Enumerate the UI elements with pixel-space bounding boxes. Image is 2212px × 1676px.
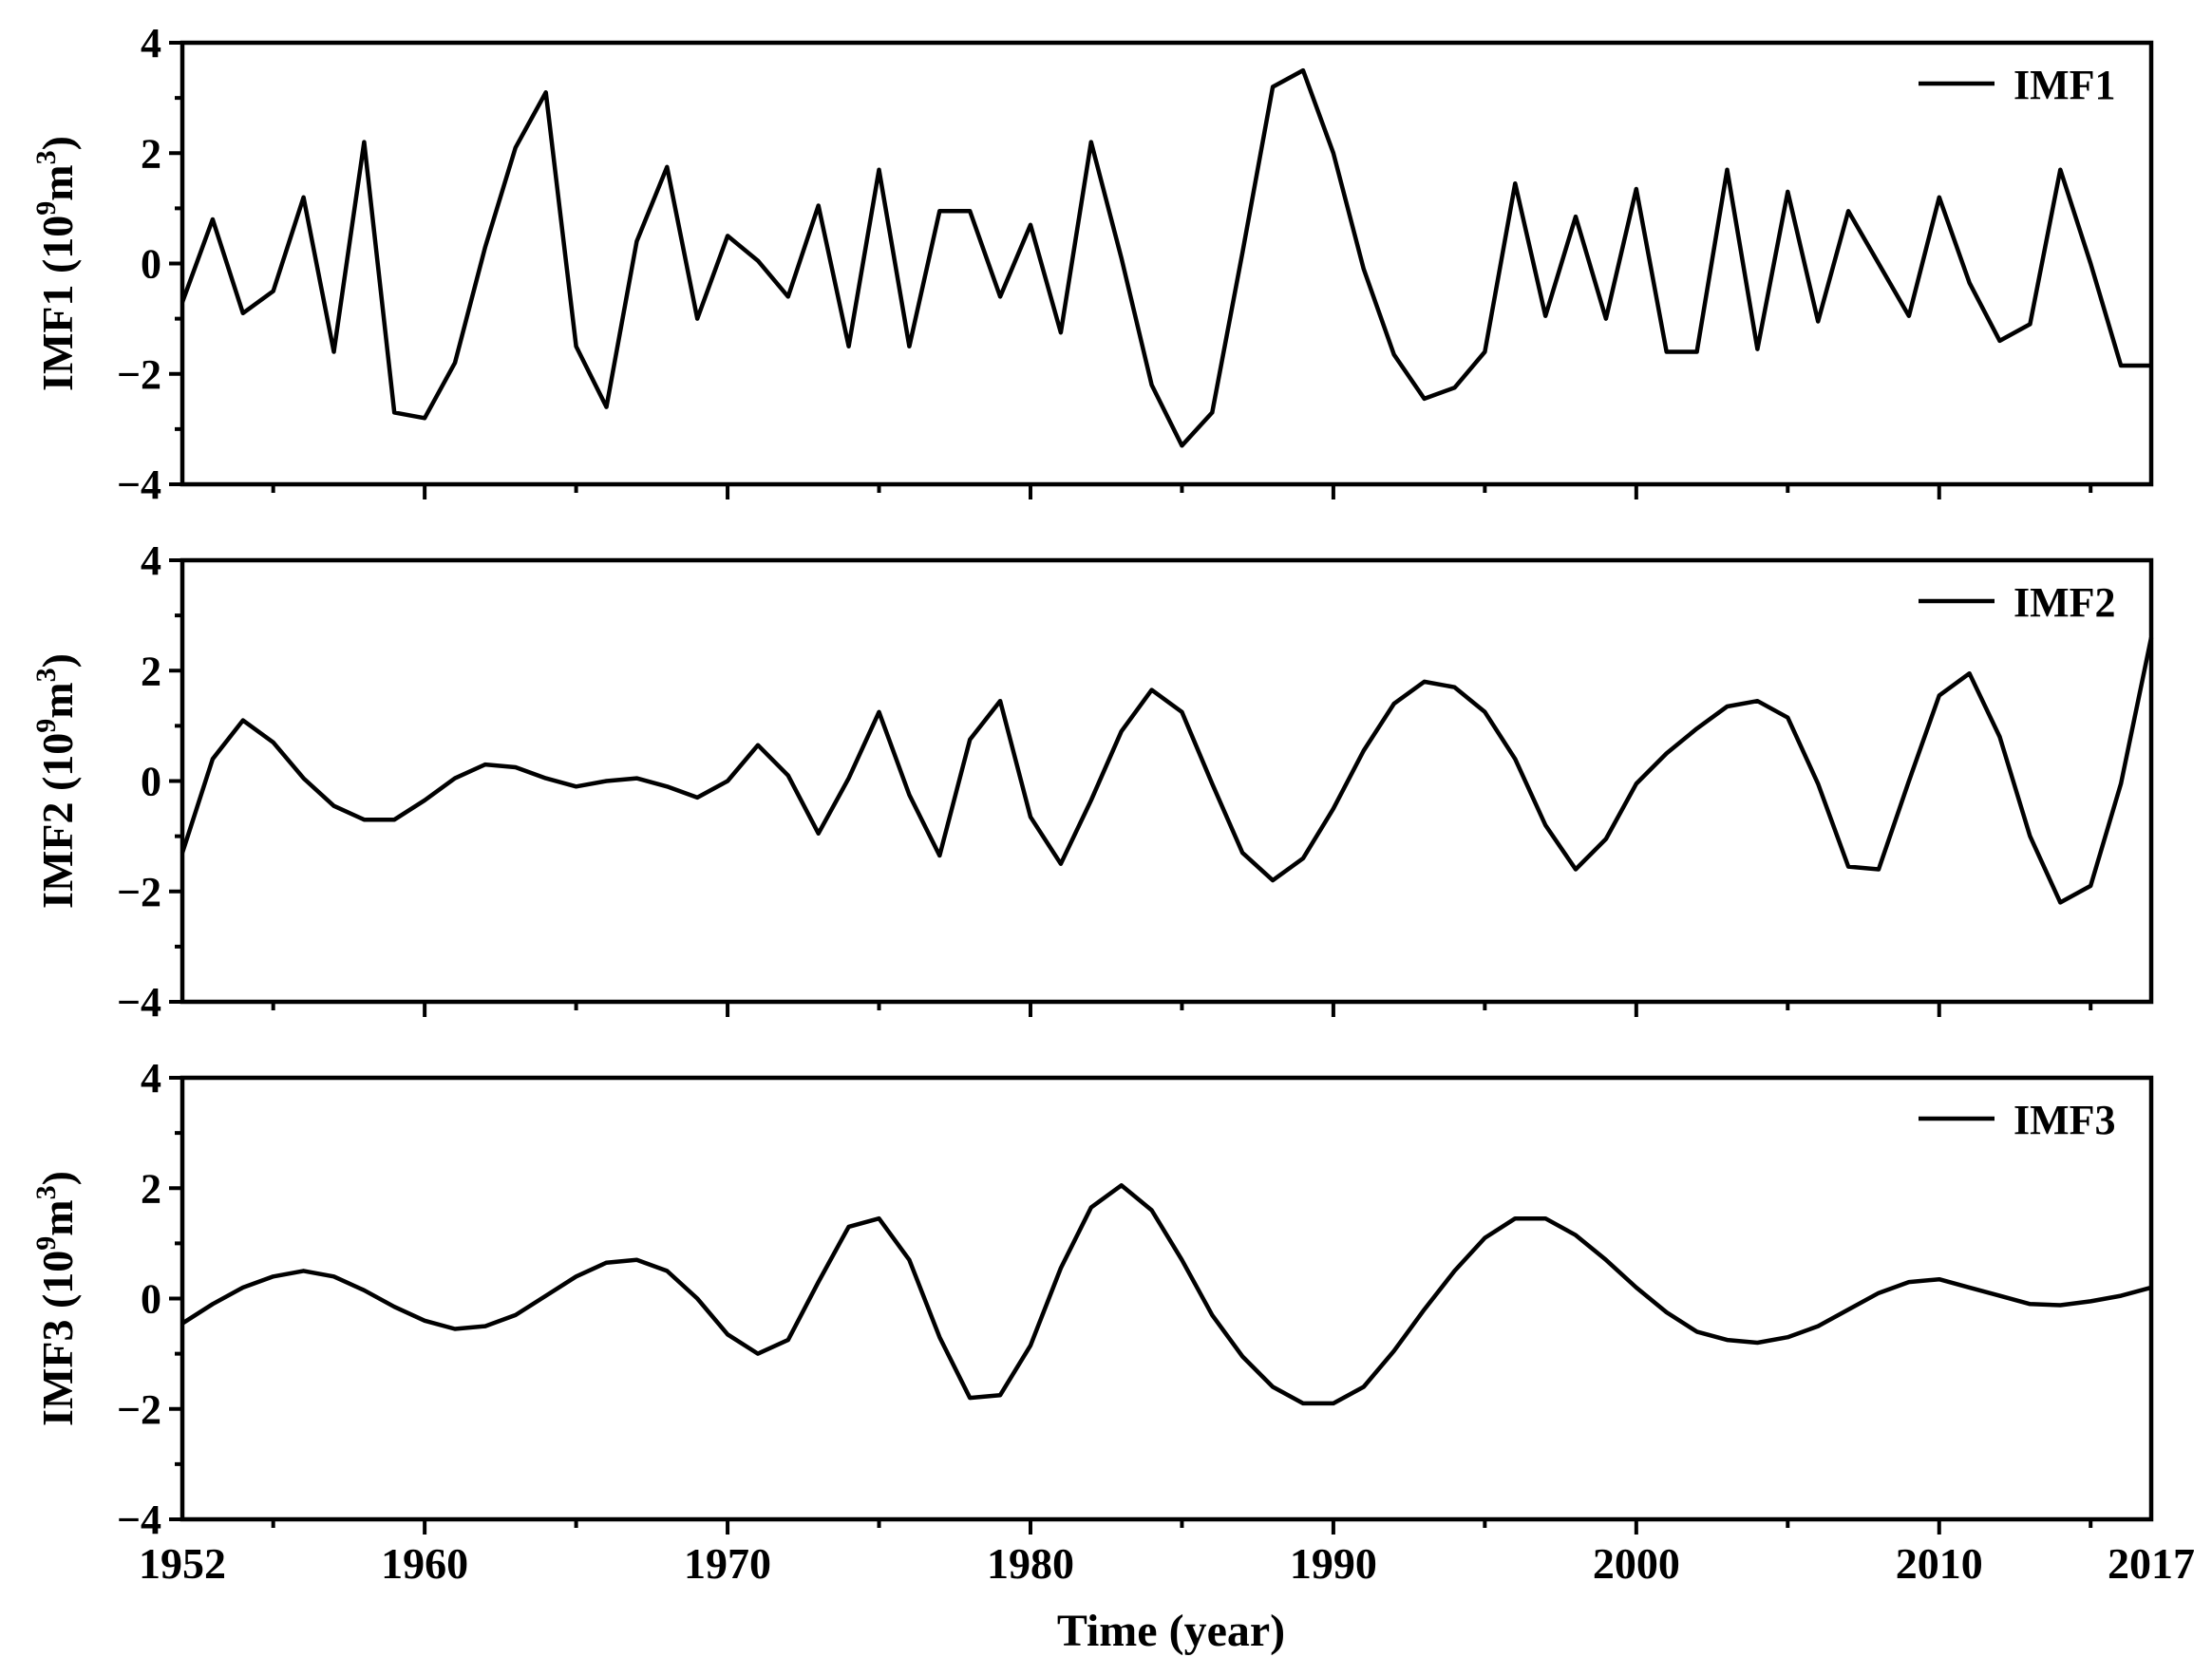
panel-imf2: −4 −2 0 2 4 IMF2 (109m3) IMF2: [30, 537, 2154, 1026]
y-tick-label: 0: [141, 241, 161, 288]
x-tick-label: 1980: [987, 1539, 1074, 1588]
plot-frame: [180, 557, 2154, 1005]
y-axis-label: IMF1 (109m3): [30, 136, 82, 391]
series-line-imf1: [180, 67, 2151, 448]
y-tick-label: 0: [141, 1276, 161, 1323]
legend: IMF3: [1919, 1097, 2116, 1143]
y-tick-label: 2: [141, 130, 161, 177]
legend: IMF1: [1919, 62, 2116, 108]
y-tick-label: 4: [141, 1055, 161, 1102]
panel-imf3: −4 −2 0 2 4 IMF3 (109m3) IMF3: [30, 1055, 2154, 1543]
x-tick-label: 2010: [1896, 1539, 1983, 1588]
series-line-imf2: [180, 636, 2154, 905]
legend-label: IMF1: [2013, 62, 2116, 108]
panel-imf1: −4 −2 0 2 4 IMF1 (109m3) IMF1: [30, 20, 2154, 508]
plot-frame: [180, 1075, 2154, 1522]
x-tick-label: 2000: [1593, 1539, 1680, 1588]
y-tick-label: 4: [141, 537, 161, 584]
x-axis: 1952 1960 1970 1980 1990 2000 2010 2017: [139, 1539, 2195, 1588]
y-tick-label: −4: [117, 461, 161, 508]
x-axis-label: Time (year): [1057, 1606, 1285, 1656]
y-axis-label: IMF3 (109m3): [30, 1171, 82, 1426]
x-tick-label: 1960: [381, 1539, 468, 1588]
legend-label: IMF2: [2013, 579, 2116, 626]
y-tick-label: 0: [141, 759, 161, 805]
y-tick-label: −4: [117, 979, 161, 1026]
series-line-imf3: [180, 1183, 2152, 1406]
y-tick-label: 2: [141, 648, 161, 694]
y-tick-label: 2: [141, 1165, 161, 1212]
x-tick-label: 1952: [139, 1539, 226, 1588]
y-tick-label: −2: [117, 351, 161, 398]
x-tick-label: 1970: [684, 1539, 771, 1588]
y-tick-label: −2: [117, 1386, 161, 1433]
y-tick-label: 4: [141, 20, 161, 66]
x-tick-label: 2017: [2108, 1539, 2195, 1588]
chart-panels: −4 −2 0 2 4 IMF1 (109m3) IMF1 −4 −2 0 2 4 IMF2 (109m…: [30, 20, 2154, 1543]
y-tick-label: −4: [117, 1497, 161, 1543]
legend: IMF2: [1919, 579, 2116, 626]
x-tick-label: 1990: [1290, 1539, 1377, 1588]
y-axis-label: IMF2 (109m3): [30, 653, 82, 909]
y-tick-label: −2: [117, 869, 161, 915]
legend-label: IMF3: [2013, 1097, 2116, 1143]
